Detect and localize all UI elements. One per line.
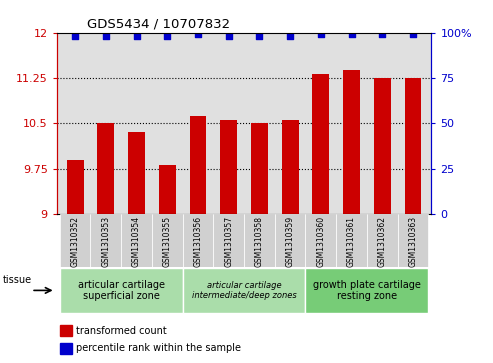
Point bbox=[71, 33, 79, 39]
Bar bbox=[67, 160, 84, 214]
Bar bbox=[182, 268, 306, 313]
Text: tissue: tissue bbox=[3, 275, 32, 285]
Bar bbox=[251, 123, 268, 214]
Bar bbox=[61, 343, 71, 354]
Point bbox=[133, 33, 141, 39]
Point bbox=[378, 32, 386, 37]
Bar bbox=[189, 116, 207, 214]
Bar bbox=[61, 325, 71, 336]
Text: GSM1310362: GSM1310362 bbox=[378, 216, 387, 267]
Bar bbox=[98, 123, 114, 214]
Text: GSM1310359: GSM1310359 bbox=[285, 216, 295, 267]
Point bbox=[163, 33, 171, 39]
Text: GSM1310352: GSM1310352 bbox=[70, 216, 80, 267]
Bar bbox=[282, 121, 299, 214]
Bar bbox=[213, 214, 244, 267]
Point bbox=[286, 33, 294, 39]
Text: GSM1310354: GSM1310354 bbox=[132, 216, 141, 267]
Bar bbox=[336, 214, 367, 267]
Text: GSM1310360: GSM1310360 bbox=[317, 216, 325, 267]
Bar bbox=[343, 70, 360, 214]
Bar bbox=[367, 214, 397, 267]
Text: growth plate cartilage
resting zone: growth plate cartilage resting zone bbox=[313, 280, 421, 301]
Text: GSM1310363: GSM1310363 bbox=[408, 216, 418, 267]
Bar bbox=[60, 268, 182, 313]
Text: GDS5434 / 10707832: GDS5434 / 10707832 bbox=[87, 17, 230, 30]
Text: GSM1310355: GSM1310355 bbox=[163, 216, 172, 267]
Bar bbox=[306, 214, 336, 267]
Point bbox=[102, 33, 110, 39]
Bar bbox=[404, 78, 422, 214]
Text: GSM1310353: GSM1310353 bbox=[102, 216, 110, 267]
Text: articular cartilage
intermediate/deep zones: articular cartilage intermediate/deep zo… bbox=[192, 281, 296, 300]
Point bbox=[255, 33, 263, 39]
Bar bbox=[121, 214, 152, 267]
Point bbox=[194, 32, 202, 37]
Text: GSM1310358: GSM1310358 bbox=[255, 216, 264, 267]
Bar bbox=[374, 78, 390, 214]
Point bbox=[225, 33, 233, 39]
Text: articular cartilage
superficial zone: articular cartilage superficial zone bbox=[78, 280, 165, 301]
Bar bbox=[128, 132, 145, 214]
Text: percentile rank within the sample: percentile rank within the sample bbox=[76, 343, 241, 353]
Text: transformed count: transformed count bbox=[76, 326, 167, 336]
Bar bbox=[182, 214, 213, 267]
Point bbox=[409, 32, 417, 37]
Bar bbox=[220, 121, 237, 214]
Point bbox=[317, 31, 325, 37]
Bar bbox=[91, 214, 121, 267]
Bar bbox=[159, 164, 176, 214]
Text: GSM1310356: GSM1310356 bbox=[193, 216, 203, 267]
Bar bbox=[244, 214, 275, 267]
Text: GSM1310357: GSM1310357 bbox=[224, 216, 233, 267]
Bar bbox=[306, 268, 428, 313]
Bar bbox=[313, 74, 329, 214]
Bar bbox=[152, 214, 182, 267]
Bar bbox=[397, 214, 428, 267]
Bar bbox=[275, 214, 306, 267]
Point bbox=[348, 31, 355, 37]
Text: GSM1310361: GSM1310361 bbox=[347, 216, 356, 267]
Bar bbox=[60, 214, 91, 267]
